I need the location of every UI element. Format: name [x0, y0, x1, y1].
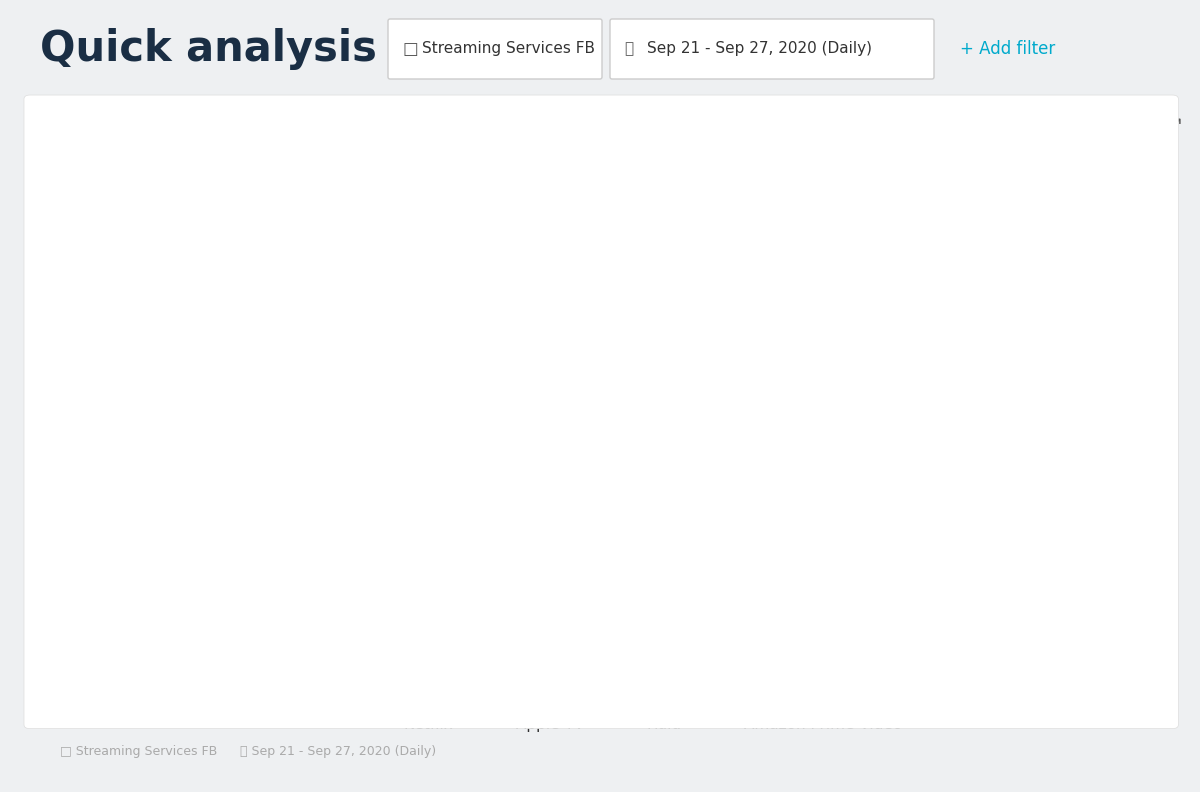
- FancyBboxPatch shape: [1154, 105, 1196, 144]
- Text: f: f: [54, 116, 62, 134]
- FancyBboxPatch shape: [1016, 105, 1058, 144]
- Text: +: +: [1075, 116, 1091, 134]
- Text: ↺: ↺: [984, 116, 998, 134]
- Text: 📅: 📅: [624, 41, 634, 56]
- Text: + Add filter: + Add filter: [960, 40, 1055, 58]
- Text: Quick analysis: Quick analysis: [40, 28, 377, 70]
- Text: 📅 Sep 21 - Sep 27, 2020 (Daily): 📅 Sep 21 - Sep 27, 2020 (Daily): [240, 745, 437, 758]
- Text: Fans Change Rate: Fans Change Rate: [92, 115, 304, 135]
- FancyBboxPatch shape: [1062, 105, 1104, 144]
- FancyBboxPatch shape: [1109, 105, 1151, 144]
- Text: □ Streaming Services FB: □ Streaming Services FB: [60, 745, 217, 758]
- FancyBboxPatch shape: [610, 19, 934, 79]
- FancyBboxPatch shape: [970, 105, 1012, 144]
- Legend: Netflix, Apple TV, Hulu, Amazon Prime Video: Netflix, Apple TV, Hulu, Amazon Prime Vi…: [358, 711, 908, 738]
- Circle shape: [38, 112, 78, 138]
- Text: Streaming Services FB: Streaming Services FB: [422, 41, 595, 56]
- Text: Sep 21 - Sep 27, 2020 (Daily): Sep 21 - Sep 27, 2020 (Daily): [647, 41, 872, 56]
- FancyBboxPatch shape: [388, 19, 602, 79]
- Text: ↓: ↓: [1122, 116, 1136, 134]
- Text: □: □: [402, 40, 418, 58]
- Text: ↗: ↗: [1168, 116, 1183, 134]
- Text: ♡: ♡: [1030, 116, 1045, 134]
